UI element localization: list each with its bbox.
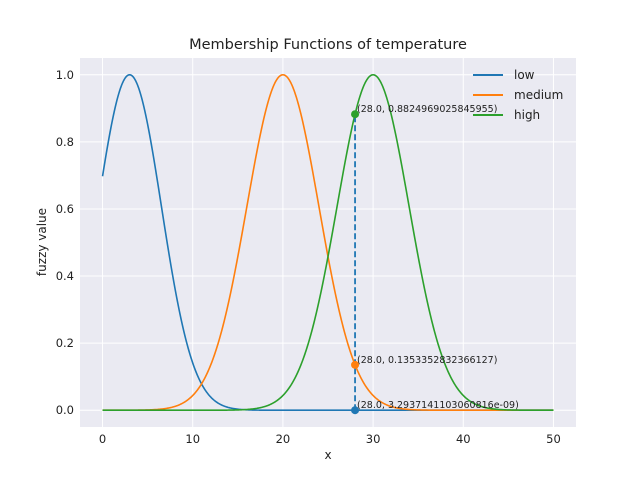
y-tick-label: 1.0: [56, 68, 74, 82]
y-tick-label: 0.0: [56, 403, 74, 417]
marker-annotation-low: (28.0, 3.2937141103060816e-09): [357, 400, 519, 411]
marker-point-medium: [351, 360, 360, 369]
plot-area: [80, 58, 576, 427]
series-lines: [101, 73, 554, 412]
x-tick-label: 10: [185, 432, 200, 446]
x-tick-label: 30: [366, 432, 381, 446]
marker-annotation-high: (28.0, 0.8824969025845955): [357, 104, 497, 115]
y-tick-label: 0.6: [56, 202, 74, 216]
y-axis-label: fuzzy value: [35, 208, 49, 276]
chart-title: Membership Functions of temperature: [189, 37, 467, 53]
legend: low medium high: [473, 68, 563, 122]
marker-point-low: [351, 406, 360, 415]
marker-annotation-medium: (28.0, 0.1353352832366127): [357, 355, 497, 366]
series-line-high: [102, 73, 554, 412]
y-tick-labels: 0.0 0.2 0.4 0.6 0.8 1.0: [56, 68, 74, 417]
legend-label-low: low: [514, 68, 535, 82]
x-tick-label: 20: [276, 432, 291, 446]
markers: (28.0, 0.8824969025845955) (28.0, 0.13533…: [351, 104, 519, 415]
x-tick-label: 0: [99, 432, 106, 446]
y-tick-label: 0.8: [56, 135, 74, 149]
legend-label-medium: medium: [514, 88, 563, 102]
y-tick-label: 0.2: [56, 336, 74, 350]
x-axis-label: x: [324, 448, 331, 462]
y-tick-label: 0.4: [56, 269, 74, 283]
x-tick-labels: 0 10 20 30 40 50: [99, 432, 561, 446]
x-tick-label: 40: [456, 432, 471, 446]
marker-point-high: [351, 110, 360, 119]
x-tick-label: 50: [546, 432, 561, 446]
legend-label-high: high: [514, 108, 540, 122]
